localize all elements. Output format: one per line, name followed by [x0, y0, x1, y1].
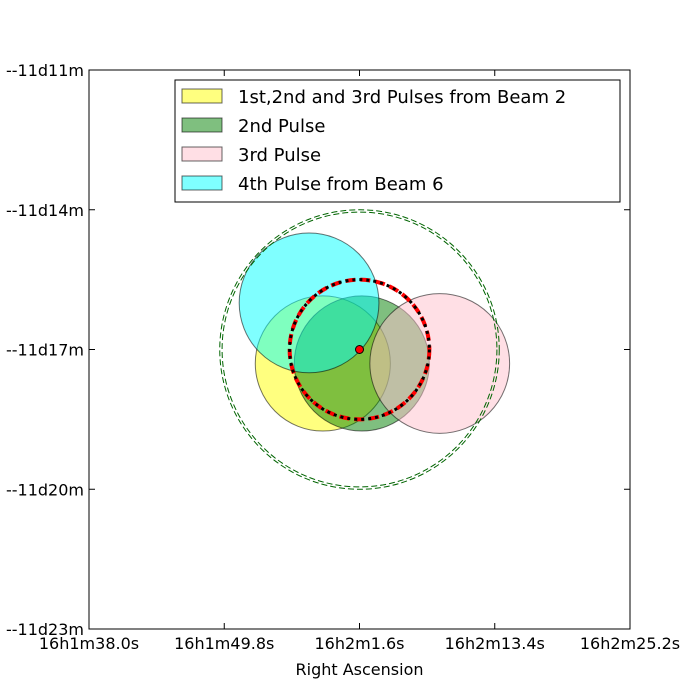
y-tick-label: --11d17m: [6, 341, 84, 360]
legend-swatch: [181, 117, 223, 133]
y-tick-label: --11d11m: [6, 61, 84, 80]
outline-circle-1: [221, 211, 498, 488]
x-tick-label: 16h2m25.2s: [580, 634, 680, 653]
y-axis-ticks: --11d11m --11d14m --11d17m --11d20m --11d23m: [6, 61, 630, 639]
y-tick-label: --11d23m: [6, 620, 84, 639]
x-tick-label: 16h1m49.8s: [174, 634, 274, 653]
x-axis-ticks: 16h1m38.0s 16h1m49.8s 16h2m1.6s 16h2m13.4s 1…: [39, 70, 680, 653]
outline-layer: [219, 209, 500, 490]
legend-label: 2nd Pulse: [238, 116, 325, 137]
outline-circle-4: [288, 278, 431, 421]
y-tick-label: --11d14m: [6, 201, 84, 220]
y-tick-label: --11d20m: [6, 480, 84, 499]
legend-box: [174, 79, 621, 203]
x-tick-label: 16h2m1.6s: [314, 634, 404, 653]
legend-label: 1st,2nd and 3rd Pulses from Beam 2: [238, 87, 566, 108]
center-point: [355, 345, 364, 354]
center-layer: [355, 345, 364, 354]
region-layer: [238, 232, 511, 434]
legend-label: 3rd Pulse: [238, 145, 321, 166]
outline-circle-2: [219, 209, 500, 490]
x-axis-label: Right Ascension: [296, 660, 424, 679]
region-circle-3: [369, 293, 511, 434]
legend-swatch: [181, 146, 223, 162]
legend: 1st,2nd and 3rd Pulses from Beam 2 2nd Pu…: [174, 79, 621, 203]
legend-swatch: [181, 175, 223, 191]
legend-swatch: [181, 88, 223, 104]
x-tick-label: 16h1m38.0s: [39, 634, 139, 653]
x-tick-label: 16h2m13.4s: [445, 634, 545, 653]
legend-label: 4th Pulse from Beam 6: [238, 174, 444, 195]
